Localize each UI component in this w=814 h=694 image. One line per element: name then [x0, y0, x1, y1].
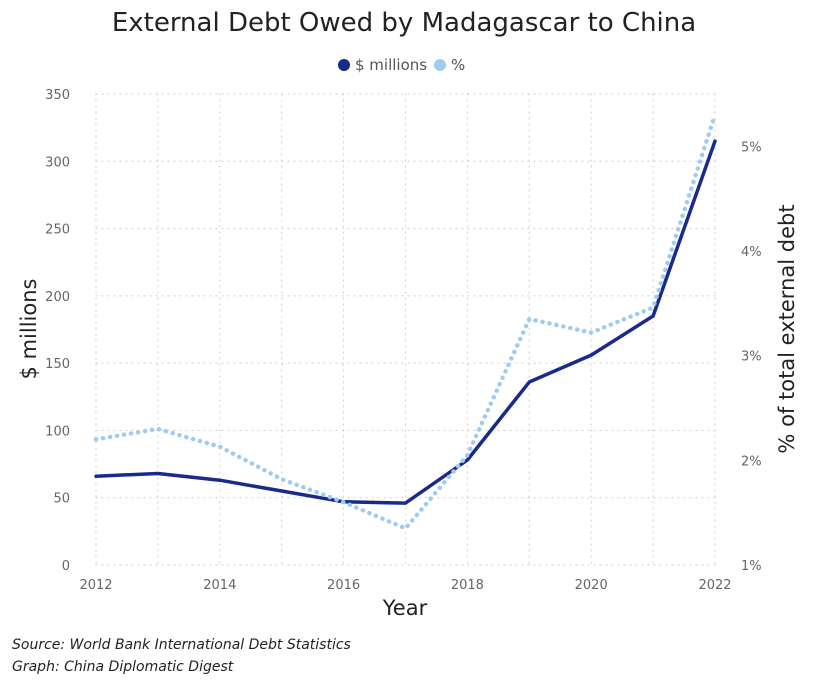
series [93, 112, 718, 531]
y-axis-title: $ millions [17, 279, 41, 380]
y2-axis-title: % of total external debt [775, 204, 799, 453]
y2-tick-label: 1% [741, 559, 762, 574]
x-tick-label: 2012 [79, 578, 112, 593]
x-tick-label: 2016 [327, 578, 360, 593]
x-tick-label: 2014 [203, 578, 236, 593]
legend-label-millions: $ millions [355, 56, 427, 74]
y-tick-label: 0 [62, 559, 70, 574]
x-tick-label: 2020 [575, 578, 608, 593]
x-axis-title: Year [382, 596, 428, 620]
series-line-millions [94, 139, 717, 505]
y2-tick-label: 4% [741, 245, 762, 260]
grid [95, 93, 716, 566]
y-tick-label: 200 [45, 290, 70, 305]
y-tick-label: 350 [45, 88, 70, 103]
y-tick-label: 250 [45, 223, 70, 238]
legend-marker-percent [434, 59, 446, 71]
y2-tick-label: 5% [741, 140, 762, 155]
chart-title: External Debt Owed by Madagascar to Chin… [112, 8, 696, 38]
y2-tick-label: 3% [741, 350, 762, 365]
y-tick-label: 50 [53, 492, 70, 507]
y2-tick-label: 2% [741, 454, 762, 469]
legend-marker-millions [338, 59, 350, 71]
x-tick-label: 2022 [698, 578, 731, 593]
x-tick-label: 2018 [451, 578, 484, 593]
y-tick-label: 150 [45, 357, 70, 372]
legend: $ millions % [338, 56, 465, 74]
tick-labels: 0 50 100 150 200 250 300 350 2012 2014 2016 2018 202… [45, 88, 761, 593]
y-tick-label: 300 [45, 155, 70, 170]
series-line-percent [93, 112, 718, 531]
y-tick-label: 100 [45, 424, 70, 439]
source-note: Source: World Bank International Debt St… [12, 637, 351, 653]
legend-label-percent: % [451, 56, 465, 74]
graph-credit: Graph: China Diplomatic Digest [12, 659, 234, 675]
